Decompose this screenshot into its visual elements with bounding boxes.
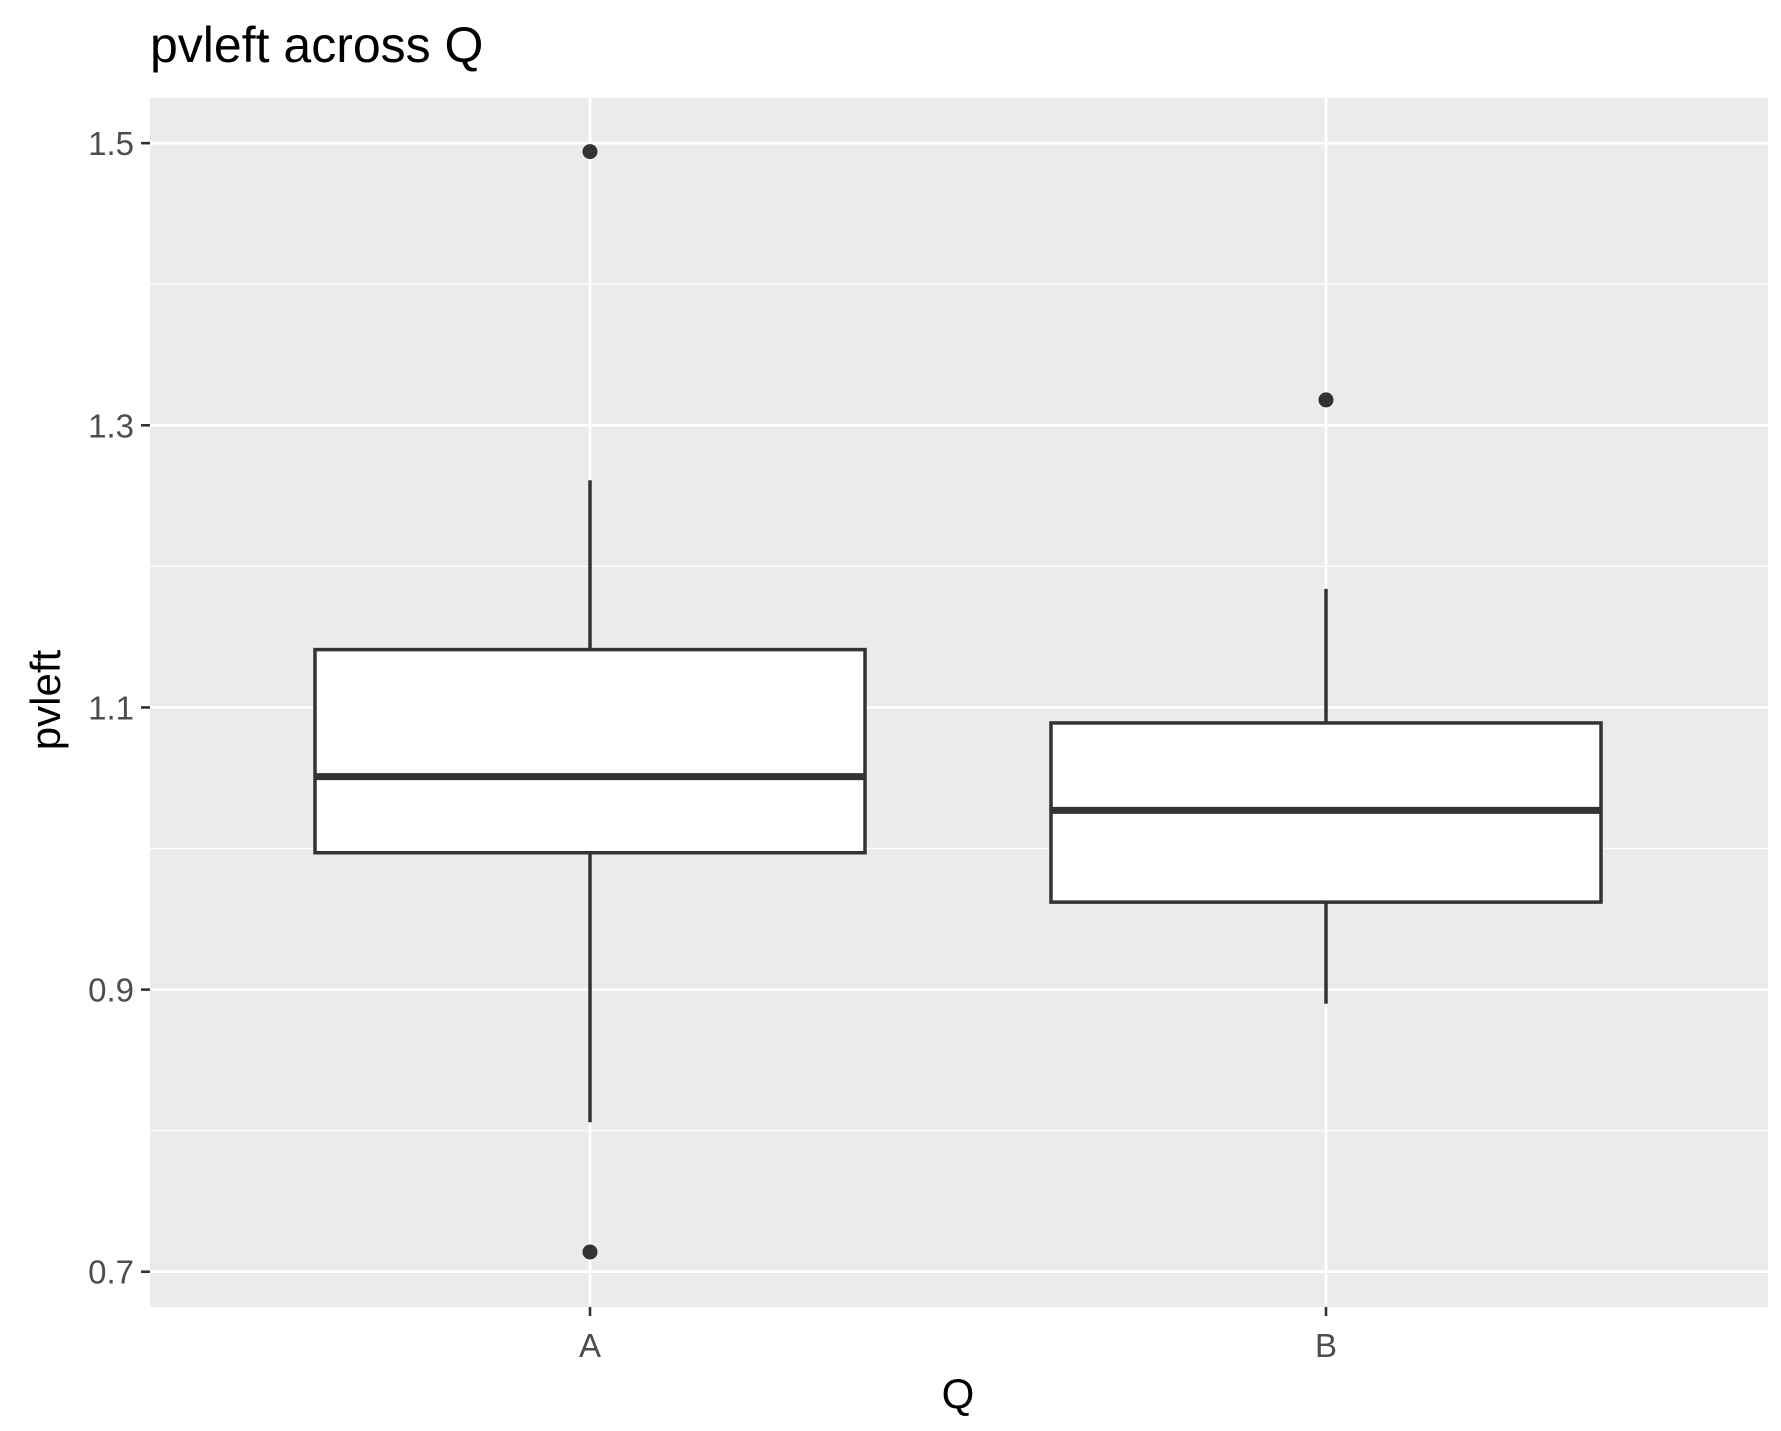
- interquartile-box: [313, 647, 867, 855]
- outlier-point: [582, 1244, 598, 1260]
- box-B: [1049, 392, 1603, 1004]
- y-axis: 0.7 0.9 1.1 1.3 1.5: [88, 125, 150, 1291]
- y-tick-label: 1.1: [88, 689, 134, 726]
- y-tick-label: 0.7: [88, 1254, 134, 1291]
- x-tick-label: A: [579, 1327, 601, 1364]
- y-tick-label: 1.5: [88, 125, 134, 162]
- chart-title: pvleft across Q: [150, 17, 483, 73]
- y-tick-label: 0.9: [88, 972, 134, 1009]
- box-A: [313, 144, 867, 1260]
- outlier-point: [582, 144, 598, 160]
- y-axis-title: pvleft: [22, 649, 69, 750]
- boxes-layer: [313, 144, 1603, 1260]
- x-tick-label: B: [1315, 1327, 1337, 1364]
- x-axis-title: Q: [942, 1370, 975, 1417]
- y-tick-label: 1.3: [88, 407, 134, 444]
- outlier-point: [1318, 392, 1334, 408]
